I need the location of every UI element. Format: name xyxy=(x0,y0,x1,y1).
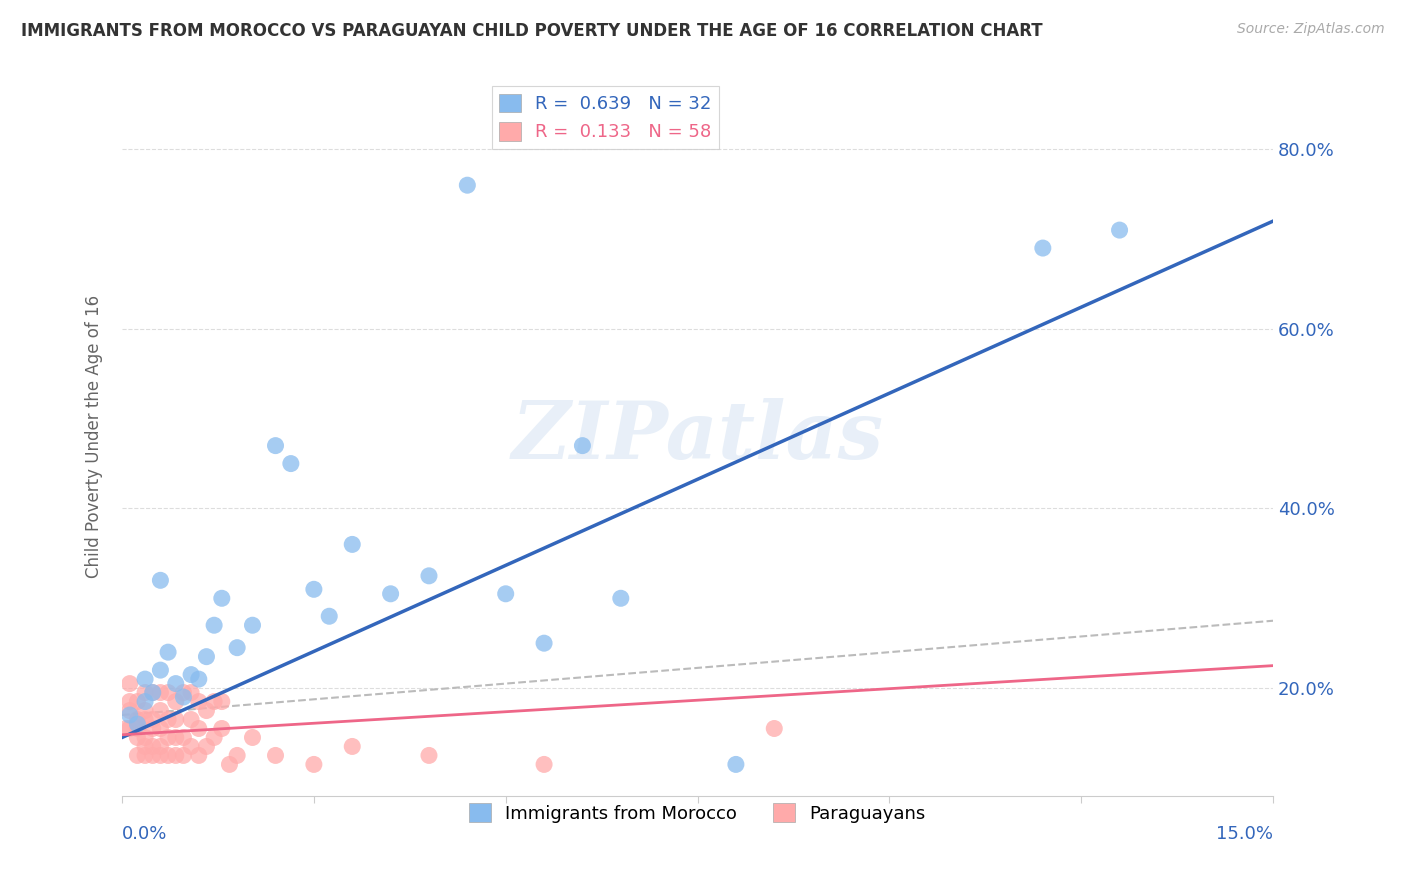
Point xyxy=(571,439,593,453)
Point xyxy=(149,748,172,763)
Point xyxy=(218,757,240,772)
Point xyxy=(342,537,364,551)
Point xyxy=(157,748,180,763)
Point xyxy=(456,178,478,193)
Point xyxy=(118,708,141,723)
Point xyxy=(195,704,218,718)
Text: 0.0%: 0.0% xyxy=(122,824,167,843)
Point xyxy=(1032,241,1054,255)
Point xyxy=(127,717,149,731)
Point xyxy=(157,731,180,745)
Point xyxy=(418,569,440,583)
Point xyxy=(495,587,517,601)
Point xyxy=(724,757,747,772)
Point xyxy=(342,739,364,754)
Point xyxy=(149,574,172,588)
Point xyxy=(180,713,202,727)
Point xyxy=(165,713,187,727)
Point xyxy=(149,739,172,754)
Point xyxy=(157,645,180,659)
Y-axis label: Child Poverty Under the Age of 16: Child Poverty Under the Age of 16 xyxy=(86,295,103,578)
Point xyxy=(187,672,209,686)
Point xyxy=(118,676,141,690)
Point xyxy=(127,722,149,736)
Point xyxy=(134,713,156,727)
Point xyxy=(134,672,156,686)
Point xyxy=(149,685,172,699)
Point xyxy=(165,676,187,690)
Point xyxy=(195,649,218,664)
Point xyxy=(763,722,786,736)
Point xyxy=(242,731,264,745)
Text: 15.0%: 15.0% xyxy=(1216,824,1272,843)
Point xyxy=(115,722,138,736)
Point xyxy=(211,694,233,708)
Point xyxy=(134,748,156,763)
Point xyxy=(127,694,149,708)
Point xyxy=(134,694,156,708)
Point xyxy=(157,685,180,699)
Point xyxy=(127,748,149,763)
Point xyxy=(134,704,156,718)
Point xyxy=(134,685,156,699)
Point xyxy=(142,685,165,699)
Point xyxy=(142,722,165,736)
Point xyxy=(118,722,141,736)
Point xyxy=(172,748,194,763)
Point xyxy=(202,618,225,632)
Point xyxy=(149,663,172,677)
Point xyxy=(142,713,165,727)
Point xyxy=(142,739,165,754)
Point xyxy=(610,591,633,606)
Point xyxy=(242,618,264,632)
Point xyxy=(142,685,165,699)
Point xyxy=(187,694,209,708)
Point xyxy=(226,640,249,655)
Point xyxy=(380,587,402,601)
Point xyxy=(180,739,202,754)
Point xyxy=(118,694,141,708)
Point xyxy=(202,731,225,745)
Point xyxy=(195,739,218,754)
Text: ZIPatlas: ZIPatlas xyxy=(512,398,883,475)
Point xyxy=(226,748,249,763)
Point xyxy=(180,685,202,699)
Point xyxy=(127,713,149,727)
Point xyxy=(172,690,194,704)
Text: IMMIGRANTS FROM MOROCCO VS PARAGUAYAN CHILD POVERTY UNDER THE AGE OF 16 CORRELAT: IMMIGRANTS FROM MOROCCO VS PARAGUAYAN CH… xyxy=(21,22,1043,40)
Point xyxy=(172,731,194,745)
Point xyxy=(264,748,287,763)
Point xyxy=(149,704,172,718)
Text: Source: ZipAtlas.com: Source: ZipAtlas.com xyxy=(1237,22,1385,37)
Point xyxy=(180,667,202,681)
Point xyxy=(165,694,187,708)
Point xyxy=(202,694,225,708)
Point xyxy=(165,748,187,763)
Point xyxy=(533,757,555,772)
Legend: Immigrants from Morocco, Paraguayans: Immigrants from Morocco, Paraguayans xyxy=(463,797,934,830)
Point xyxy=(264,439,287,453)
Point xyxy=(211,722,233,736)
Point xyxy=(134,731,156,745)
Point xyxy=(187,748,209,763)
Point xyxy=(211,591,233,606)
Point xyxy=(172,685,194,699)
Point xyxy=(280,457,302,471)
Point xyxy=(127,731,149,745)
Point xyxy=(318,609,340,624)
Point xyxy=(418,748,440,763)
Point xyxy=(118,704,141,718)
Point xyxy=(165,731,187,745)
Point xyxy=(149,722,172,736)
Point xyxy=(157,713,180,727)
Point xyxy=(142,748,165,763)
Point xyxy=(1108,223,1130,237)
Point xyxy=(302,582,325,597)
Point xyxy=(302,757,325,772)
Point xyxy=(187,722,209,736)
Point xyxy=(134,739,156,754)
Point xyxy=(533,636,555,650)
